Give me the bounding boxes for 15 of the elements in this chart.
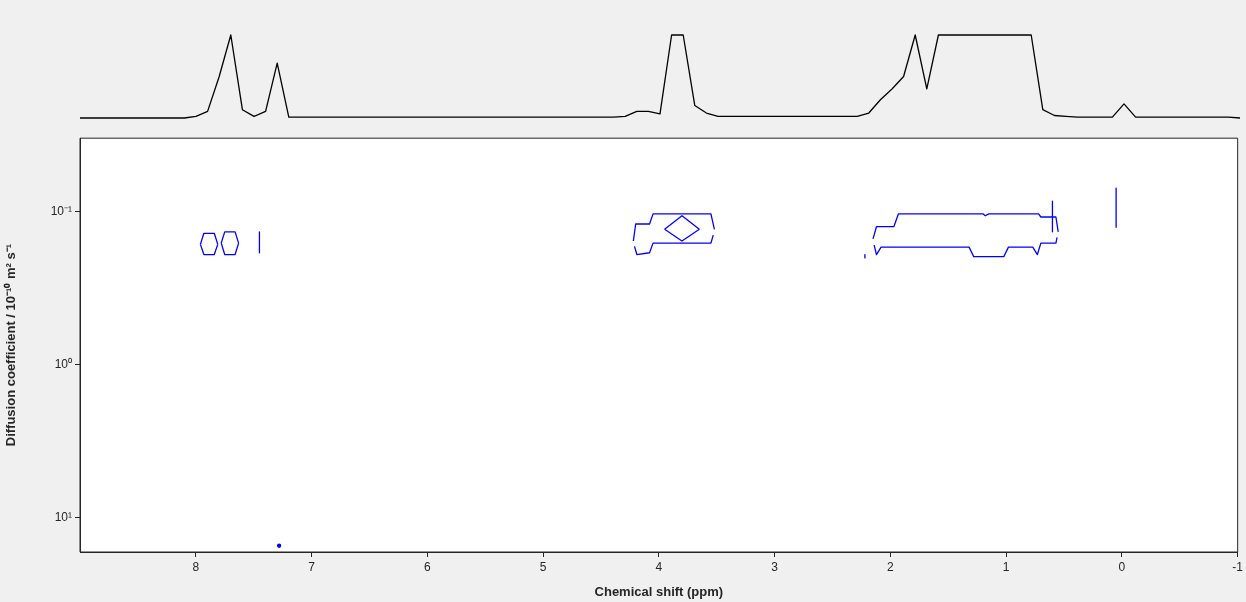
x-axis-title: Chemical shift (ppm) <box>594 583 724 599</box>
x-tick-label: 6 <box>423 559 431 574</box>
x-tick-label: 8 <box>192 559 200 574</box>
y-tick-label: 10¹ <box>54 510 72 525</box>
x-tick-label: 0 <box>1118 559 1126 574</box>
x-tick-label: 2 <box>887 559 895 574</box>
y-axis-title: Diffusion coefficient / 10⁻¹⁰ m² s⁻¹ <box>3 243 19 447</box>
x-tick-label: 5 <box>539 559 547 574</box>
y-tick-label: 10⁻¹ <box>50 204 72 219</box>
x-tick-label: 3 <box>771 559 779 574</box>
x-tick-label: 7 <box>308 559 316 574</box>
x-tick-label: -1 <box>1232 559 1244 574</box>
y-tick-label: 10⁰ <box>54 357 72 372</box>
x-tick-label: 4 <box>655 559 663 574</box>
x-tick-label: 1 <box>1002 559 1010 574</box>
